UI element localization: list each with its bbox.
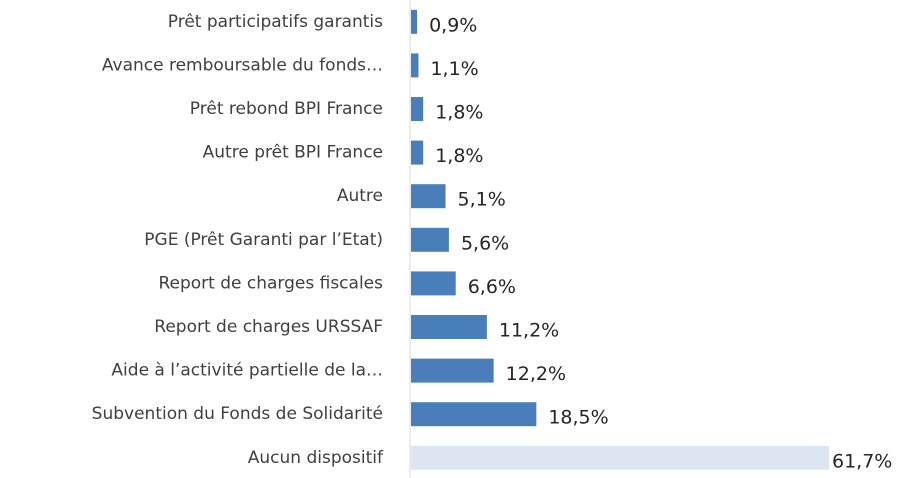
value-label: 18,5%: [548, 407, 608, 429]
category-label: Autre prêt BPI France: [203, 143, 383, 163]
value-label: 61,7%: [832, 450, 892, 472]
category-label: Subvention du Fonds de Solidarité: [92, 404, 383, 424]
value-label: 0,9%: [429, 14, 477, 36]
value-label: 6,6%: [468, 276, 516, 298]
value-label: 1,8%: [435, 145, 483, 167]
category-label: Report de charges fiscales: [158, 273, 383, 293]
bar: [411, 97, 424, 121]
value-label: 5,1%: [458, 189, 506, 211]
category-label: PGE (Prêt Garanti par l’Etat): [144, 230, 383, 250]
category-label: Autre: [337, 186, 383, 206]
value-label: 11,2%: [499, 320, 559, 342]
value-label: 1,8%: [435, 102, 483, 124]
bar: [411, 315, 487, 339]
bar: [411, 402, 537, 427]
bar: [411, 358, 494, 383]
bar: [411, 53, 419, 78]
bar: [411, 184, 446, 209]
bar: [411, 140, 424, 165]
category-label: Report de charges URSSAF: [154, 317, 383, 337]
value-label: 5,6%: [461, 232, 509, 254]
category-label: Aide à l’activité partielle de la…: [111, 361, 383, 381]
bar: [411, 445, 829, 470]
value-label: 12,2%: [506, 363, 566, 385]
category-label: Prêt participatifs garantis: [168, 12, 383, 32]
category-label: Prêt rebond BPI France: [190, 99, 383, 119]
bar: [411, 271, 456, 296]
bar: [411, 9, 418, 34]
value-label: 1,1%: [430, 58, 478, 80]
category-label: Aucun dispositif: [248, 448, 384, 468]
bar: [411, 227, 449, 252]
category-label: Avance remboursable du fonds…: [102, 55, 383, 75]
